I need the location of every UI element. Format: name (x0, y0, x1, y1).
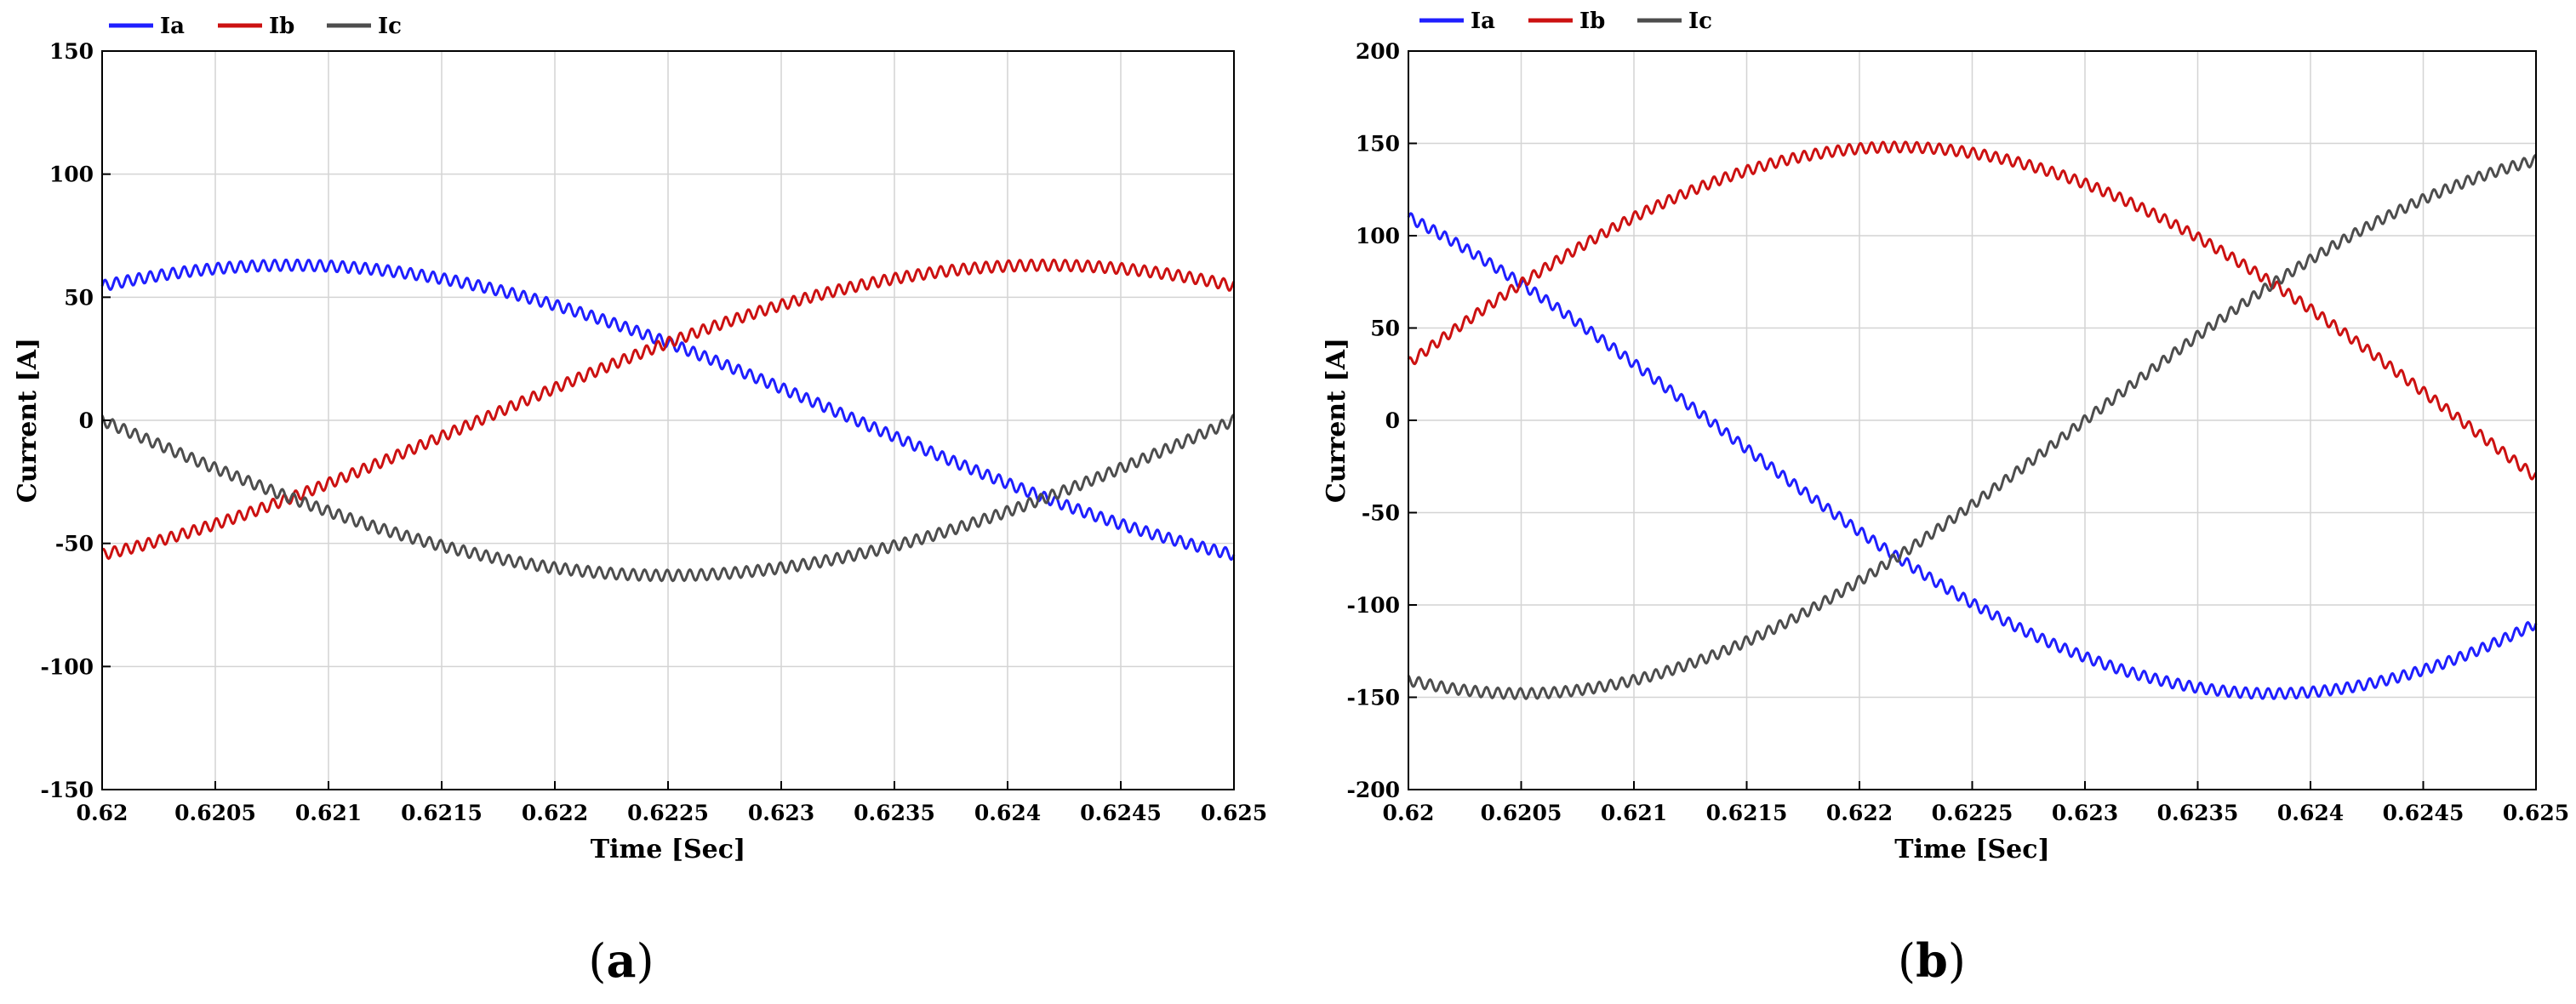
y-tick-label: 200 (1356, 39, 1400, 64)
series-line-ib (100, 258, 1236, 561)
y-tick-label: -50 (1362, 501, 1400, 526)
legend-label-ia: Ia (1471, 9, 1495, 34)
y-tick-label: -100 (1346, 593, 1400, 618)
x-tick-label: 0.6205 (174, 801, 256, 825)
x-tick-label: 0.6225 (627, 801, 709, 825)
y-tick-label: -50 (55, 532, 94, 556)
x-tick-label: 0.622 (522, 801, 588, 825)
series-line-ia (100, 259, 1236, 562)
x-axis-title: Time [Sec] (1894, 835, 2049, 864)
y-tick-label: -100 (40, 654, 94, 679)
caption-b: (b) (1898, 933, 1966, 988)
y-axis-title: Current [A] (13, 338, 43, 503)
x-tick-label: 0.6235 (854, 801, 935, 825)
series-line-ia (1407, 212, 2538, 700)
y-tick-label: 50 (64, 285, 94, 310)
x-tick-label: 0.623 (748, 801, 814, 825)
legend-label-ib: Ib (1579, 9, 1605, 34)
y-tick-label: 0 (1385, 408, 1400, 433)
x-tick-label: 0.621 (1601, 801, 1667, 825)
legend-label-ia: Ia (160, 14, 185, 39)
y-tick-label: 150 (1356, 132, 1400, 157)
chart-a: 0.62 0.6205 0.621 0.6215 0.622 0.6225 0.623 0.6… (13, 14, 1267, 864)
x-tick-label: 0.6245 (2383, 801, 2465, 825)
x-tick-label: 0.625 (1201, 801, 1267, 825)
x-tick-label: 0.6225 (1932, 801, 2013, 825)
x-axis-title: Time [Sec] (591, 835, 745, 864)
y-tick-label: 50 (1370, 317, 1400, 341)
x-tick-label: 0.62 (1383, 801, 1435, 825)
x-tick-label: 0.621 (295, 801, 362, 825)
y-tick-label: 100 (49, 163, 94, 187)
y-tick-label: -150 (1346, 686, 1400, 710)
series-line-ib (1407, 140, 2538, 481)
x-tick-label: 0.623 (2052, 801, 2118, 825)
series-line-ic (100, 414, 1235, 583)
legend-label-ic: Ic (378, 14, 402, 39)
x-tick-label: 0.6215 (1706, 801, 1788, 825)
x-tick-label: 0.622 (1826, 801, 1893, 825)
x-tick-label: 0.624 (974, 801, 1041, 825)
x-tick-label: 0.6215 (401, 801, 483, 825)
legend-label-ib: Ib (269, 14, 294, 39)
series-line-ic (1407, 154, 2537, 700)
x-tick-label: 0.6205 (1481, 801, 1562, 825)
y-axis-title: Current [A] (1322, 338, 1351, 503)
y-tick-label: 150 (49, 39, 94, 64)
x-tick-label: 0.625 (2503, 801, 2569, 825)
x-tick-label: 0.624 (2277, 801, 2344, 825)
x-tick-label: 0.62 (77, 801, 129, 825)
x-tick-label: 0.6235 (2157, 801, 2239, 825)
y-tick-label: -150 (40, 778, 94, 802)
y-tick-label: -200 (1346, 778, 1400, 802)
legend-label-ic: Ic (1688, 9, 1712, 34)
y-tick-label: 0 (79, 408, 94, 433)
x-tick-label: 0.6245 (1080, 801, 1162, 825)
chart-b: 0.62 0.6205 0.621 0.6215 0.622 0.6225 0.623 0.6… (1322, 9, 2569, 864)
y-tick-label: 100 (1356, 224, 1400, 248)
caption-a: (a) (588, 933, 654, 988)
